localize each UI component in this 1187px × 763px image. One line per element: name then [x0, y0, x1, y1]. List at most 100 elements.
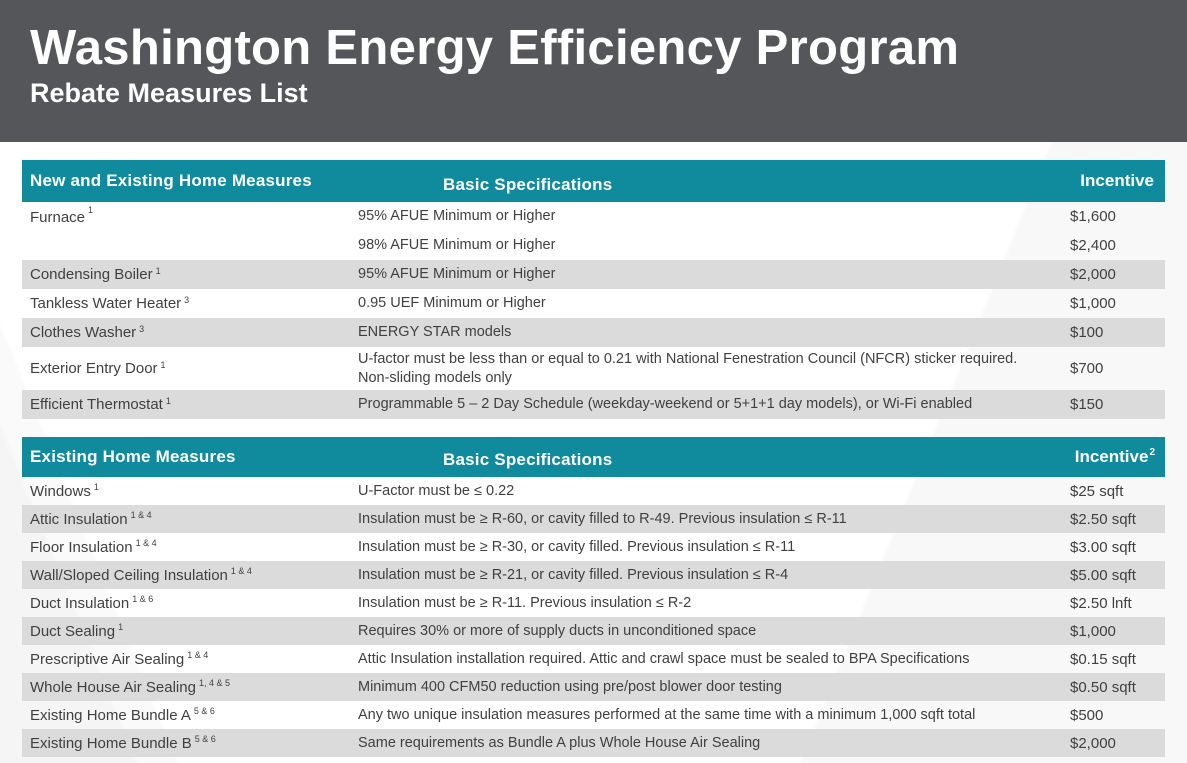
spec-text: Requires 30% or more of supply ducts in … [358, 622, 757, 639]
column-header-measures: Existing Home Measures [30, 447, 236, 466]
spec-text: Any two unique insulation measures perfo… [358, 706, 976, 723]
measure-name: Tankless Water Heater 3 [22, 289, 358, 318]
measure-name: Exterior Entry Door 1 [22, 347, 358, 390]
incentive-value: $0.15 sqft [1070, 650, 1136, 668]
measure-footnote: 1 & 4 [187, 650, 209, 660]
measure-label: Attic Insulation [30, 510, 128, 528]
row-lines: 95% AFUE Minimum or Higher $2,000 [358, 260, 1165, 289]
row-lines: Attic Insulation installation required. … [358, 645, 1165, 673]
measure-name: Efficient Thermostat 1 [22, 390, 358, 419]
measure-footnote: 1, 4 & 5 [198, 678, 230, 688]
spec-line: Same requirements as Bundle A plus Whole… [358, 729, 1165, 757]
table-row: Efficient Thermostat 1 Programmable 5 – 2… [22, 390, 1165, 419]
spec-text: Insulation must be ≥ R-30, or cavity fil… [358, 538, 796, 555]
spec-line: U-Factor must be ≤ 0.22 $25 sqft [358, 477, 1165, 505]
measure-footnote: 3 [139, 323, 145, 334]
spec-line: Insulation must be ≥ R-21, or cavity fil… [358, 561, 1165, 589]
incentive-value: $100 [1070, 324, 1104, 341]
table-header: New and Existing Home Measures Basic Spe… [22, 160, 1165, 202]
tables-area: New and Existing Home Measures Basic Spe… [0, 142, 1187, 757]
incentive-value: $25 sqft [1070, 482, 1124, 500]
incentive-value: $2,000 [1070, 266, 1116, 283]
spec-line: Insulation must be ≥ R-30, or cavity fil… [358, 533, 1165, 561]
spec-line: Insulation must be ≥ R-11. Previous insu… [358, 589, 1165, 617]
row-lines: Insulation must be ≥ R-21, or cavity fil… [358, 561, 1165, 589]
measure-name: Whole House Air Sealing 1, 4 & 5 [22, 673, 358, 701]
spec-line: Insulation must be ≥ R-60, or cavity fil… [358, 505, 1165, 533]
measure-footnote: 1 [88, 205, 94, 215]
row-lines: Same requirements as Bundle A plus Whole… [358, 729, 1165, 757]
measure-label: Efficient Thermostat [30, 396, 163, 413]
measure-footnote: 1 & 6 [132, 594, 154, 604]
incentive-value: $500 [1070, 706, 1104, 724]
table-header: Existing Home Measures Basic Specificati… [22, 437, 1165, 477]
incentive-value: $1,000 [1070, 295, 1116, 312]
spec-text: 0.95 UEF Minimum or Higher [358, 295, 546, 312]
spec-line: U-factor must be less than or equal to 0… [358, 347, 1165, 390]
spec-text: Programmable 5 – 2 Day Schedule (weekday… [358, 396, 973, 413]
column-header-measures: New and Existing Home Measures [30, 171, 312, 190]
table-row: Attic Insulation 1 & 4 Insulation must be… [22, 505, 1165, 533]
incentive-value: $3.00 sqft [1070, 538, 1136, 556]
measure-label: Floor Insulation [30, 538, 133, 556]
measure-name: Attic Insulation 1 & 4 [22, 505, 358, 533]
column-header-incentive: Incentive [1065, 160, 1165, 202]
spec-line: Programmable 5 – 2 Day Schedule (weekday… [358, 390, 1165, 419]
measure-name: Wall/Sloped Ceiling Insulation 1 & 4 [22, 561, 358, 589]
spec-text: 95% AFUE Minimum or Higher [358, 266, 556, 283]
row-lines: 0.95 UEF Minimum or Higher $1,000 [358, 289, 1165, 318]
incentive-value: $5.00 sqft [1070, 566, 1136, 584]
spec-line: 98% AFUE Minimum or Higher $2,400 [358, 231, 1165, 260]
measure-label: Wall/Sloped Ceiling Insulation [30, 566, 228, 584]
column-header-incentive: Incentive 2 [1065, 437, 1165, 477]
row-lines: Insulation must be ≥ R-30, or cavity fil… [358, 533, 1165, 561]
measure-label: Clothes Washer [30, 324, 137, 341]
incentive-header-label: Incentive [1074, 447, 1149, 466]
row-lines: Programmable 5 – 2 Day Schedule (weekday… [358, 390, 1165, 419]
table-row: Furnace 1 95% AFUE Minimum or Higher $1,6… [22, 202, 1165, 260]
measure-footnote: 1 & 4 [135, 538, 157, 548]
row-lines: 95% AFUE Minimum or Higher $1,600 98% AF… [358, 202, 1165, 260]
title-banner: Washington Energy Efficiency Program Reb… [0, 0, 1187, 142]
row-lines: Any two unique insulation measures perfo… [358, 701, 1165, 729]
measure-footnote: 5 & 6 [193, 706, 215, 716]
measure-name: Clothes Washer 3 [22, 318, 358, 347]
spec-text: Insulation must be ≥ R-21, or cavity fil… [358, 566, 789, 583]
page-title: Washington Energy Efficiency Program [30, 21, 960, 75]
spec-text: 95% AFUE Minimum or Higher [358, 208, 556, 225]
spec-line: Any two unique insulation measures perfo… [358, 701, 1165, 729]
measure-footnote: 1 [165, 395, 171, 406]
spec-line: ENERGY STAR models $100 [358, 318, 1165, 347]
page-subtitle: Rebate Measures List [30, 77, 308, 108]
table-row: Prescriptive Air Sealing 1 & 4 Attic Insu… [22, 645, 1165, 673]
measure-label: Condensing Boiler [30, 266, 153, 283]
incentive-value: $150 [1070, 396, 1104, 413]
spec-text: Same requirements as Bundle A plus Whole… [358, 734, 761, 751]
measure-footnote: 1 [93, 482, 99, 492]
measure-name: Windows 1 [22, 477, 358, 505]
spec-text: U-Factor must be ≤ 0.22 [358, 482, 515, 499]
row-lines: Insulation must be ≥ R-11. Previous insu… [358, 589, 1165, 617]
spec-text: Insulation must be ≥ R-11. Previous insu… [358, 594, 692, 611]
row-lines: U-Factor must be ≤ 0.22 $25 sqft [358, 477, 1165, 505]
measure-footnote: 1 [118, 622, 124, 632]
measure-footnote: 5 & 6 [194, 734, 216, 744]
measure-name: Duct Insulation 1 & 6 [22, 589, 358, 617]
column-header-specifications: Basic Specifications [443, 175, 613, 194]
spec-text: Minimum 400 CFM50 reduction using pre/po… [358, 678, 782, 695]
spec-line: Attic Insulation installation required. … [358, 645, 1165, 673]
row-lines: ENERGY STAR models $100 [358, 318, 1165, 347]
measure-label: Existing Home Bundle B [30, 734, 192, 752]
incentive-header-label: Incentive [1080, 171, 1154, 190]
incentive-value: $2,400 [1070, 237, 1116, 254]
table-row: Clothes Washer 3 ENERGY STAR models $100 [22, 318, 1165, 347]
header-right-group: Basic Specifications Incentive [358, 160, 1165, 202]
measure-label: Windows [30, 482, 91, 500]
measure-name: Floor Insulation 1 & 4 [22, 533, 358, 561]
measure-name: Prescriptive Air Sealing 1 & 4 [22, 645, 358, 673]
measure-label: Duct Sealing [30, 622, 116, 640]
